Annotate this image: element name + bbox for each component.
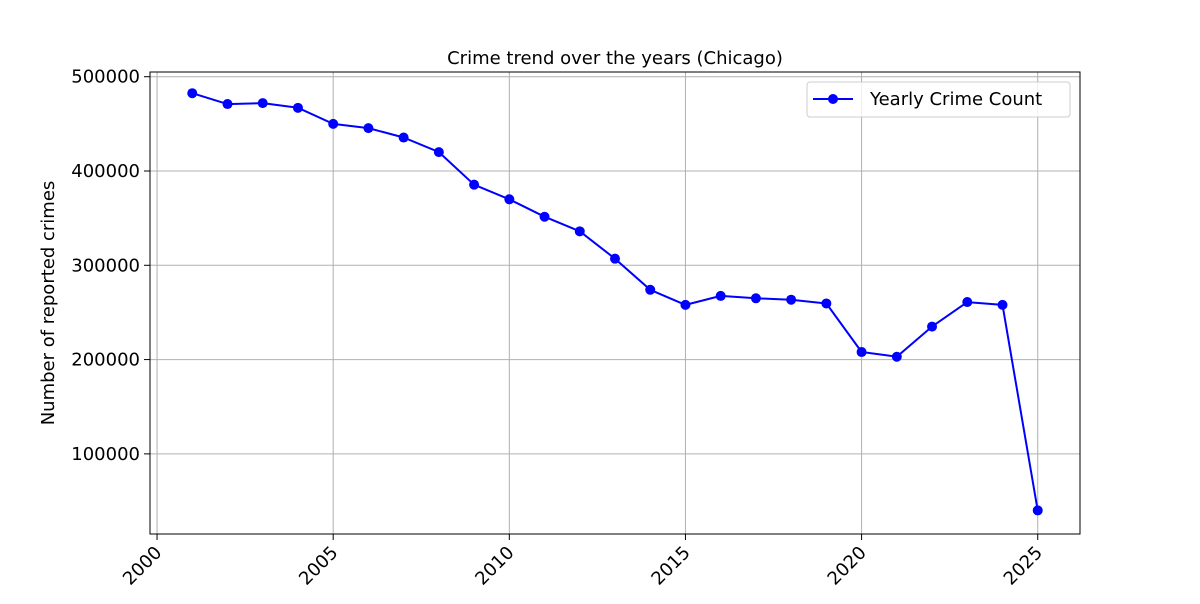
y-tick-label: 100000 [71,444,140,465]
legend-box [806,81,1071,118]
data-point [856,347,867,358]
x-tick-label: 2020 [824,542,871,589]
y-tick-label: 400000 [71,161,140,182]
series-layer [187,88,1043,516]
data-point [1032,505,1043,516]
x-tick-label: 2010 [471,542,518,589]
x-tick-label: 2005 [295,542,342,589]
data-point [962,297,973,308]
plot-area [149,71,1081,535]
data-point [433,147,444,158]
x-tick-label: 2025 [1000,542,1047,589]
data-point [821,298,832,309]
data-point [187,88,198,99]
data-point [398,132,409,143]
chart-title: Crime trend over the years (Chicago) [447,48,783,69]
series-line [192,92,1039,511]
legend: Yearly Crime Count [806,81,1071,118]
data-point [539,211,550,222]
data-point [222,99,233,110]
x-tick-label: 2015 [647,542,694,589]
data-point [292,102,303,113]
data-point [574,226,585,237]
y-tick-label: 200000 [71,350,140,371]
data-point [504,194,515,205]
data-point [715,290,726,301]
data-point [610,253,620,264]
data-point [680,299,691,310]
grid-lines [150,72,1080,534]
data-point [927,321,938,332]
legend-marker [828,94,838,104]
y-tick-label: 300000 [71,255,140,276]
data-point [469,179,480,190]
y-axis: 100000 200000 300000 400000 500000 [71,67,150,465]
data-point [750,293,761,304]
y-tick-label: 500000 [71,67,140,88]
data-point [363,123,374,134]
data-point [786,294,797,305]
x-axis: 2000 2005 2010 2015 2020 2025 [119,534,1047,590]
x-tick-label: 2000 [119,542,166,589]
legend-label: Yearly Crime Count [869,89,1042,110]
data-point [645,284,656,295]
data-point [891,351,902,362]
data-point [997,299,1008,310]
data-point [328,118,339,129]
data-point [257,98,268,109]
y-axis-label: Number of reported crimes [38,181,59,426]
